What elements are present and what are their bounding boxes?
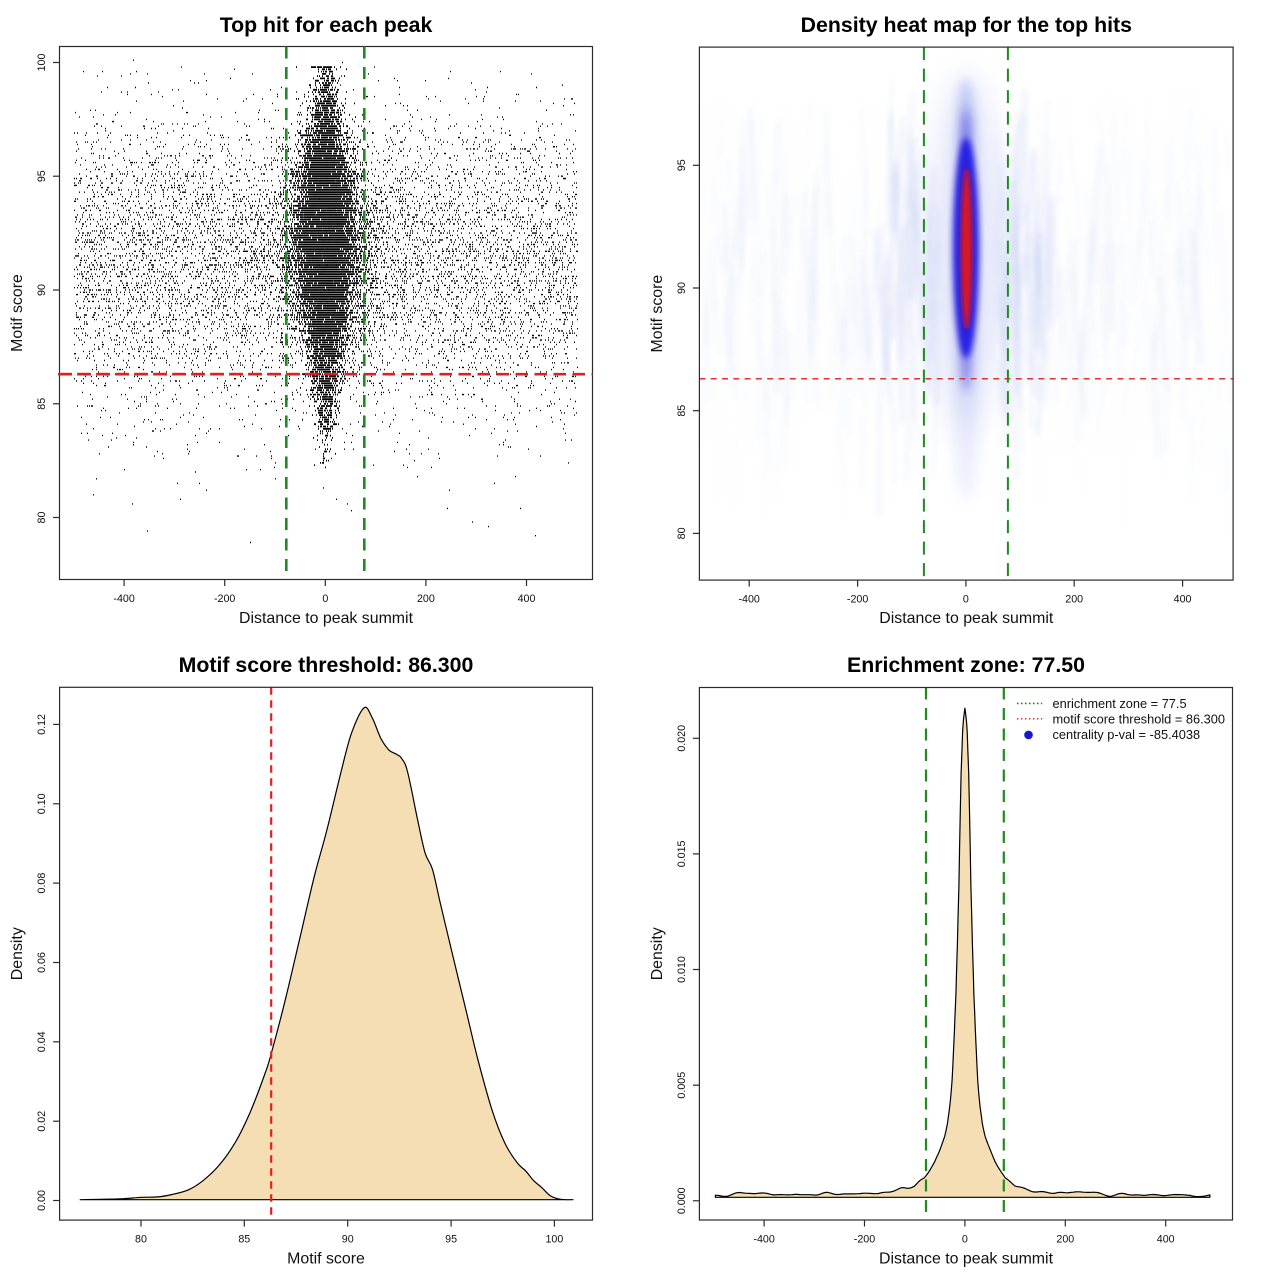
svg-text:400: 400 bbox=[1174, 593, 1192, 605]
svg-text:0.02: 0.02 bbox=[36, 1111, 48, 1132]
svg-text:Enrichment zone: 77.50: Enrichment zone: 77.50 bbox=[847, 653, 1085, 677]
svg-text:100: 100 bbox=[545, 1233, 563, 1245]
svg-text:400: 400 bbox=[1157, 1233, 1175, 1245]
svg-text:80: 80 bbox=[36, 512, 48, 524]
svg-text:200: 200 bbox=[1056, 1233, 1074, 1245]
svg-text:0.020: 0.020 bbox=[676, 725, 688, 752]
svg-text:0: 0 bbox=[963, 593, 969, 605]
svg-text:Distance to peak summit: Distance to peak summit bbox=[879, 610, 1054, 627]
svg-text:95: 95 bbox=[676, 159, 688, 171]
svg-text:0.08: 0.08 bbox=[36, 873, 48, 894]
svg-text:0: 0 bbox=[322, 593, 328, 605]
svg-text:Density: Density bbox=[9, 927, 26, 980]
svg-text:0: 0 bbox=[962, 1233, 968, 1245]
svg-text:-400: -400 bbox=[738, 593, 759, 605]
svg-text:95: 95 bbox=[445, 1233, 457, 1245]
svg-text:200: 200 bbox=[1065, 593, 1083, 605]
svg-text:-400: -400 bbox=[753, 1233, 774, 1245]
svg-text:85: 85 bbox=[238, 1233, 250, 1245]
svg-text:0.00: 0.00 bbox=[36, 1190, 48, 1211]
svg-text:Density: Density bbox=[649, 927, 666, 980]
svg-text:90: 90 bbox=[342, 1233, 354, 1245]
svg-text:-200: -200 bbox=[854, 1233, 875, 1245]
svg-text:0.010: 0.010 bbox=[676, 956, 688, 983]
svg-text:Motif score: Motif score bbox=[9, 274, 26, 352]
svg-text:85: 85 bbox=[676, 405, 688, 417]
svg-text:90: 90 bbox=[36, 284, 48, 296]
svg-text:Motif score: Motif score bbox=[649, 275, 666, 353]
svg-text:0.10: 0.10 bbox=[36, 793, 48, 814]
svg-text:90: 90 bbox=[676, 282, 688, 294]
svg-text:200: 200 bbox=[417, 593, 435, 605]
svg-text:enrichment zone = 77.5: enrichment zone = 77.5 bbox=[1053, 696, 1187, 711]
svg-text:Motif score threshold: 86.300: Motif score threshold: 86.300 bbox=[179, 653, 474, 677]
svg-text:0.12: 0.12 bbox=[36, 714, 48, 735]
svg-text:95: 95 bbox=[36, 170, 48, 182]
svg-text:Distance to peak summit: Distance to peak summit bbox=[879, 1251, 1054, 1268]
svg-text:motif score threshold = 86.300: motif score threshold = 86.300 bbox=[1053, 712, 1226, 727]
svg-text:400: 400 bbox=[518, 593, 536, 605]
svg-text:centrality p-val = -85.4038: centrality p-val = -85.4038 bbox=[1053, 727, 1201, 742]
svg-text:0.015: 0.015 bbox=[676, 840, 688, 867]
svg-text:100: 100 bbox=[36, 54, 48, 72]
svg-text:0.06: 0.06 bbox=[36, 952, 48, 973]
svg-text:Distance to peak summit: Distance to peak summit bbox=[239, 610, 414, 627]
svg-text:80: 80 bbox=[135, 1233, 147, 1245]
svg-text:Density heat map for the top h: Density heat map for the top hits bbox=[801, 13, 1132, 37]
svg-text:85: 85 bbox=[36, 398, 48, 410]
svg-text:-200: -200 bbox=[214, 593, 235, 605]
svg-text:Motif score: Motif score bbox=[287, 1251, 365, 1268]
svg-text:0.000: 0.000 bbox=[676, 1187, 688, 1214]
svg-text:-400: -400 bbox=[113, 593, 134, 605]
svg-text:0.005: 0.005 bbox=[676, 1072, 688, 1099]
svg-text:Top hit for each peak: Top hit for each peak bbox=[220, 13, 433, 37]
svg-text:0.04: 0.04 bbox=[36, 1031, 48, 1052]
svg-text:-200: -200 bbox=[847, 593, 868, 605]
svg-text:80: 80 bbox=[676, 527, 688, 539]
